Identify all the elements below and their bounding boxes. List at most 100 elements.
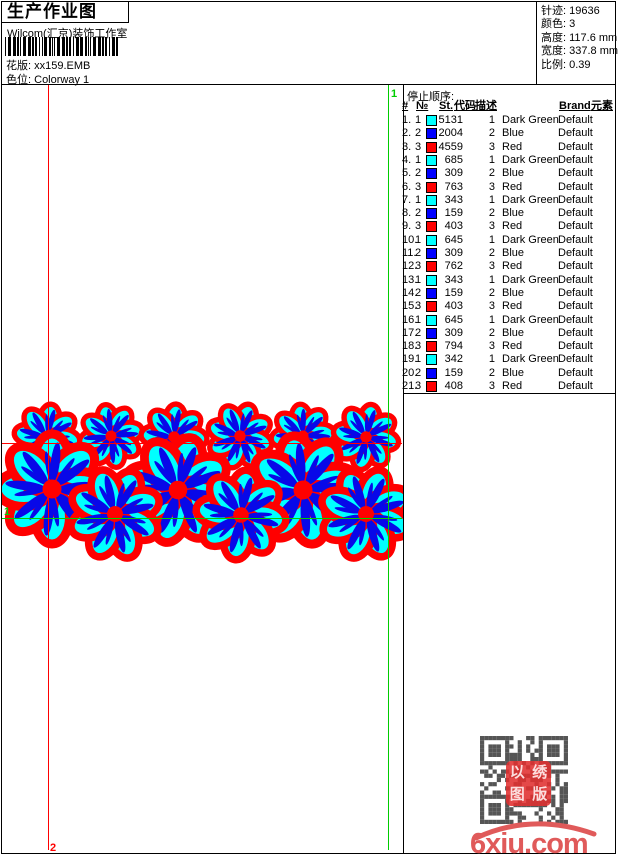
code-cell: 2 <box>488 247 495 259</box>
code-cell: 2 <box>488 326 495 339</box>
seq-cell: 11. <box>402 247 417 259</box>
seq-cell: 10. <box>402 233 418 246</box>
color-swatch <box>426 287 437 299</box>
seq-cell: 21. <box>402 380 418 392</box>
table-row: 14. 2 159 2 Blue Default <box>401 287 616 300</box>
stat-row: 高度: 117.6 mm <box>541 31 618 45</box>
code-cell: 2 <box>488 167 495 180</box>
brand-cell: Default <box>558 380 593 392</box>
code-cell: 1 <box>488 233 495 246</box>
color-swatch <box>426 194 437 206</box>
code-cell: 3 <box>488 340 495 353</box>
stat-value: 337.8 mm <box>569 45 619 58</box>
description-cell: Dark Green <box>502 193 559 206</box>
brand-cell: Default <box>558 300 593 313</box>
code-cell: 2 <box>488 207 495 220</box>
stitch-count-cell: 403 <box>444 300 463 313</box>
table-row: 9. 3 403 3 Red Default <box>401 220 616 233</box>
color-swatch <box>426 168 437 180</box>
table-row: 20. 2 159 2 Blue Default <box>401 367 616 380</box>
stamp-char: 图 <box>509 786 525 804</box>
code-cell: 1 <box>488 353 495 366</box>
brand-cell: Default <box>558 220 593 233</box>
flower-band <box>2 394 403 575</box>
color-swatch <box>426 128 437 140</box>
description-cell: Dark Green <box>502 153 559 166</box>
stitch-count-cell: 4559 <box>438 140 463 153</box>
stitch-count-cell: 309 <box>444 326 463 339</box>
color-swatch <box>426 301 437 313</box>
stat-value: 0.39 <box>569 58 591 71</box>
column-header: # <box>402 100 409 112</box>
needle-cell: 1 <box>415 153 422 166</box>
table-row: 2. 2 2004 2 Blue Default <box>401 127 616 140</box>
code-cell: 1 <box>488 193 495 206</box>
needle-cell: 3 <box>415 300 422 313</box>
barcode-icon <box>5 37 118 56</box>
seq-cell: 13. <box>402 273 418 286</box>
stitch-count-cell: 343 <box>444 193 463 206</box>
brand-cell: Default <box>558 340 593 353</box>
needle-cell: 3 <box>415 260 422 273</box>
code-cell: 3 <box>488 380 495 392</box>
stat-label: 比例: <box>541 58 567 71</box>
description-cell: Dark Green <box>502 273 559 286</box>
code-cell: 1 <box>488 313 495 326</box>
needle-cell: 1 <box>415 114 422 126</box>
stat-value: 117.6 mm <box>569 31 618 44</box>
stat-value: 19636 <box>569 5 600 17</box>
colorway-row: 色位: Colorway 1 <box>6 71 89 87</box>
table-row: 16. 1 645 1 Dark Green Default <box>401 314 616 327</box>
stitch-count-cell: 685 <box>444 153 463 166</box>
needle-cell: 2 <box>415 207 422 220</box>
needle-cell: 1 <box>415 233 422 246</box>
seq-cell: 8. <box>402 207 412 220</box>
needle-cell: 2 <box>415 167 422 180</box>
needle-cell: 3 <box>415 220 422 233</box>
header-divider <box>2 84 616 85</box>
table-row: 7. 1 343 1 Dark Green Default <box>401 194 616 207</box>
brand-cell: Default <box>558 260 593 273</box>
brand-cell: Default <box>558 233 593 246</box>
needle-cell: 2 <box>415 247 422 259</box>
design-file-row: 花版: xx159.EMB <box>6 57 90 73</box>
seq-cell: 7. <box>402 193 412 206</box>
brand-cell: Default <box>558 313 593 326</box>
seq-cell: 2. <box>402 127 412 140</box>
color-swatch <box>426 221 437 233</box>
stat-label: 颜色: <box>541 18 567 31</box>
description-cell: Dark Green <box>502 313 559 326</box>
code-cell: 1 <box>488 273 495 286</box>
description-cell: Blue <box>502 326 525 339</box>
design-file-label: 花版: <box>6 60 32 72</box>
color-swatch <box>426 208 437 220</box>
color-swatch <box>426 381 437 392</box>
marker-start-left: 1 <box>4 506 10 518</box>
column-header: 代码 <box>454 100 476 112</box>
company-name: Wilcom(汇京)装饰工作室 <box>7 28 128 40</box>
design-file-value: xx159.EMB <box>34 60 91 72</box>
color-swatch <box>426 354 437 366</box>
brand-cell: Default <box>558 273 593 286</box>
needle-cell: 1 <box>415 193 422 206</box>
description-cell: Red <box>502 340 523 353</box>
code-cell: 1 <box>488 153 495 166</box>
stitch-count-cell: 408 <box>444 380 463 392</box>
needle-cell: 1 <box>415 353 422 366</box>
code-cell: 2 <box>488 366 495 379</box>
brand-cell: Default <box>558 114 593 126</box>
needle-cell: 1 <box>415 273 422 286</box>
red-stamp: 以绣图版 <box>506 761 551 806</box>
seq-cell: 14. <box>402 286 418 299</box>
stitch-count-cell: 403 <box>444 220 463 233</box>
table-row: 17. 2 309 2 Blue Default <box>401 327 616 340</box>
stitch-count-cell: 342 <box>444 353 463 366</box>
brand-cell: Default <box>558 193 593 206</box>
table-row: 5. 2 309 2 Blue Default <box>401 167 616 180</box>
brand-cell: Default <box>558 127 593 140</box>
stamp-char: 以 <box>509 763 525 781</box>
stitch-count-cell: 159 <box>444 286 463 299</box>
column-header: Brand <box>559 100 591 112</box>
color-swatch <box>426 115 437 126</box>
